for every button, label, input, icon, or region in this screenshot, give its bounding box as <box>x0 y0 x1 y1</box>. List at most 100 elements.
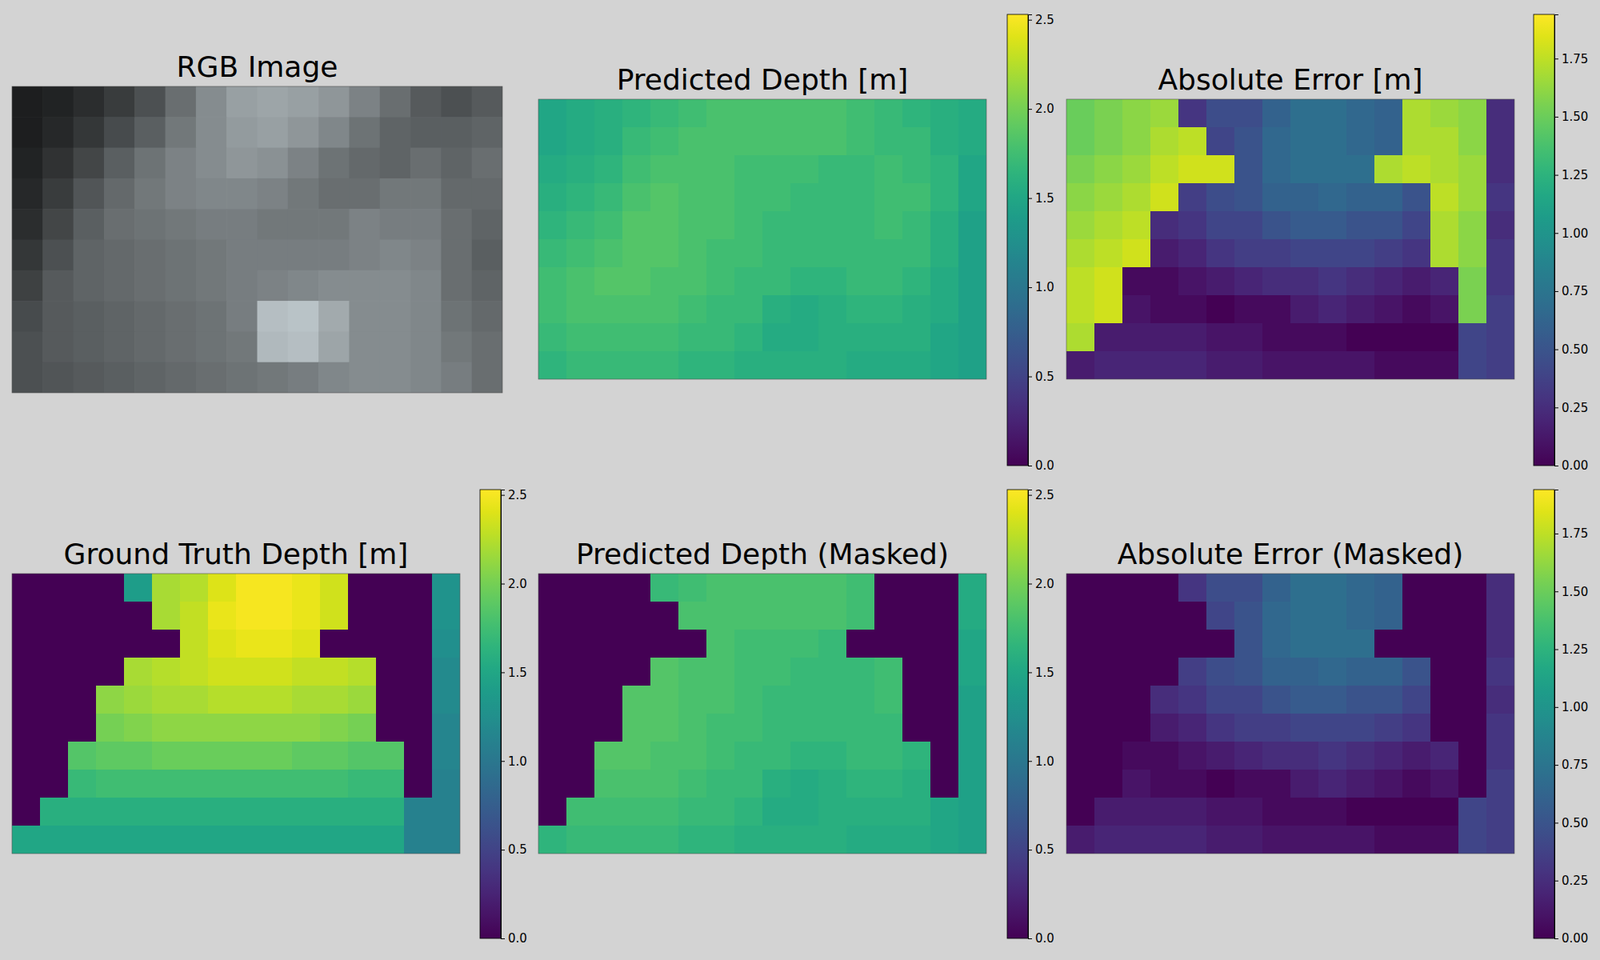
heatmap-cell <box>292 657 321 687</box>
heatmap-cell <box>1122 629 1152 659</box>
heatmap-cell <box>1178 155 1208 184</box>
heatmap-cell <box>348 825 377 854</box>
heatmap-cell <box>1066 211 1096 240</box>
heatmap-cell <box>818 323 848 352</box>
heatmap-cell <box>1066 601 1096 631</box>
colorbar-axis-line <box>1028 490 1033 940</box>
colorbar-tick: 1.75 <box>1554 52 1588 67</box>
heatmap-cell <box>1346 601 1376 631</box>
colorbar-axis: 0.00.51.01.52.02.5 <box>500 488 528 946</box>
heatmap-cell <box>790 769 820 799</box>
heatmap-cell <box>236 685 265 715</box>
heatmap-cell <box>152 797 181 827</box>
heatmap-cell <box>432 741 460 771</box>
pixel-cell <box>288 178 320 210</box>
heatmap-cell <box>622 685 652 715</box>
heatmap-cell <box>734 741 764 771</box>
colorbar-tick-label: 0.25 <box>1561 873 1588 888</box>
pixel-cell <box>318 300 350 332</box>
heatmap-cell <box>1066 183 1096 212</box>
heatmap-cell <box>762 769 792 799</box>
cells <box>538 573 987 854</box>
colorbar-tick: 1.25 <box>1554 168 1588 183</box>
pixel-cell <box>440 240 472 272</box>
heatmap-cell <box>292 629 321 659</box>
panel-title: Absolute Error [m] <box>1157 63 1423 96</box>
heatmap-cell <box>818 601 848 631</box>
heatmap-cell <box>1150 657 1180 687</box>
heatmap-cell <box>152 713 181 743</box>
pixel-cell <box>318 178 350 210</box>
heatmap-cell <box>404 685 433 715</box>
heatmap-cell <box>96 713 125 743</box>
heatmap-cell <box>790 155 820 184</box>
heatmap-cell <box>538 127 568 156</box>
heatmap-cell <box>1066 573 1096 603</box>
heatmap-cell <box>1262 183 1292 212</box>
heatmap-cell <box>1206 797 1236 827</box>
heatmap-cell <box>404 601 433 631</box>
heatmap-cell <box>902 183 932 212</box>
heatmap-cell <box>1290 685 1320 715</box>
pixel-cell <box>440 331 472 363</box>
heatmap-cell <box>818 239 848 268</box>
heatmap-cell <box>874 769 904 799</box>
heatmap-cell <box>650 825 680 854</box>
heatmap-cell <box>12 797 41 827</box>
heatmap-cell <box>762 295 792 324</box>
heatmap-cell <box>762 183 792 212</box>
heatmap-cell <box>678 601 708 631</box>
heatmap-cell <box>874 629 904 659</box>
colorbar-tick: 2.5 <box>1028 488 1055 503</box>
colorbar-tick-label: 0.5 <box>508 842 528 857</box>
heatmap-cell <box>734 713 764 743</box>
heatmap-cell <box>1262 351 1292 380</box>
pixel-cell <box>348 208 380 240</box>
heatmap-cell <box>538 295 568 324</box>
heatmap-cell <box>930 211 960 240</box>
heatmap-cell <box>1234 685 1264 715</box>
colorbar-tick-label: 0.5 <box>1035 842 1055 857</box>
heatmap-cell <box>678 713 708 743</box>
heatmap-cell <box>538 741 568 771</box>
heatmap-cell <box>1346 295 1376 324</box>
heatmap-cell <box>762 211 792 240</box>
heatmap-cell <box>1234 825 1264 854</box>
heatmap-cell <box>930 323 960 352</box>
pixel-cell <box>196 362 228 393</box>
colorbar-tick-mark <box>1554 591 1559 592</box>
heatmap-cell <box>320 685 349 715</box>
pixel-cell <box>104 300 136 332</box>
heatmap-cell <box>12 685 41 715</box>
heatmap-cell <box>1122 657 1152 687</box>
heatmap-cell <box>40 601 69 631</box>
heatmap-cell <box>958 155 987 184</box>
heatmap-cell <box>1458 267 1488 296</box>
heatmap-cell <box>874 657 904 687</box>
heatmap-cell <box>1430 295 1460 324</box>
colorbar-tick: 0.00 <box>1554 931 1588 946</box>
heatmap-cell <box>790 351 820 380</box>
heatmap-cell <box>650 183 680 212</box>
heatmap-cell <box>236 769 265 799</box>
heatmap-cell <box>846 629 876 659</box>
heatmap-cell <box>292 797 321 827</box>
heatmap-cell <box>678 657 708 687</box>
heatmap-cell <box>566 657 596 687</box>
heatmap-cell <box>1262 573 1292 603</box>
heatmap-cell <box>1066 629 1096 659</box>
heatmap-cell <box>790 295 820 324</box>
heatmap-cell <box>1374 797 1404 827</box>
heatmap-cell <box>1094 99 1124 128</box>
pixel-cell <box>472 148 503 180</box>
colorbar-tick-mark <box>1554 533 1559 535</box>
heatmap-cell <box>958 573 987 603</box>
heatmap-cell <box>930 351 960 380</box>
heatmap-cell <box>622 713 652 743</box>
colorbar-tick-label: 0.0 <box>1035 931 1055 946</box>
heatmap-cell <box>1318 741 1348 771</box>
heatmap-cell <box>152 573 181 603</box>
heatmap-cell <box>734 127 764 156</box>
heatmap-cell <box>1206 127 1236 156</box>
heatmap-cell <box>622 295 652 324</box>
